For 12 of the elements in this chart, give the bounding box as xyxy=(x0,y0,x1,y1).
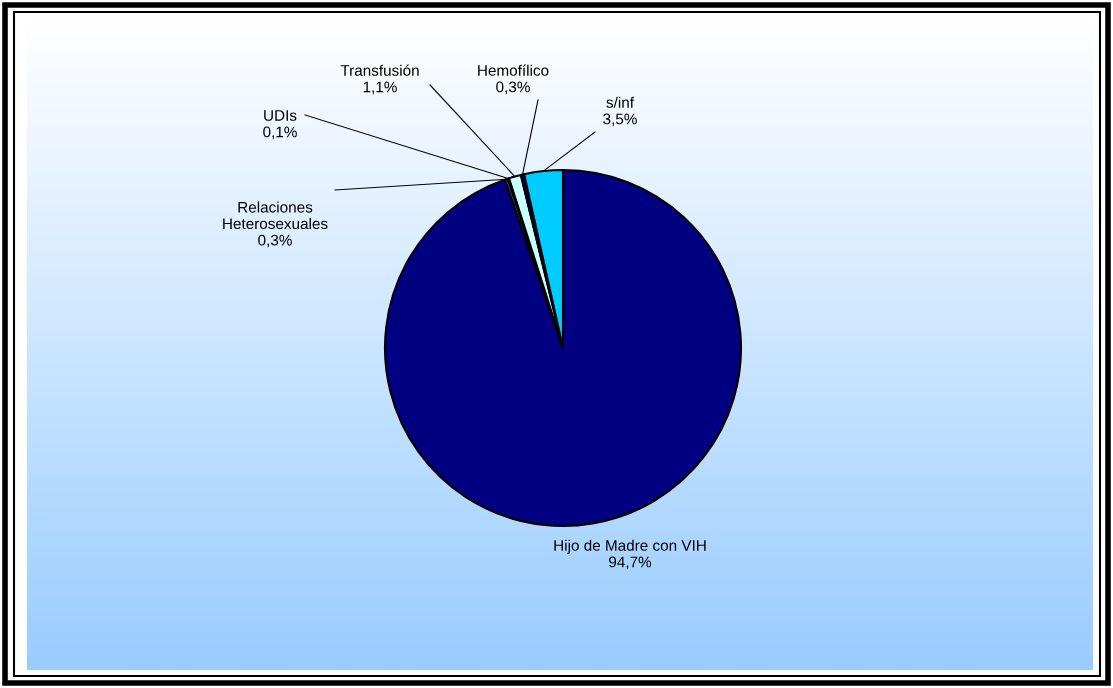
data-label: 94,7% xyxy=(609,556,652,570)
slice-label: Relaciones Heterosexuales xyxy=(223,201,328,230)
slice-label: Hijo de Madre con VIH xyxy=(554,539,706,554)
data-label: 1,1% xyxy=(363,81,397,95)
slice-label: Transfusión xyxy=(340,64,419,76)
data-label: 0,3% xyxy=(258,234,292,248)
slice-label: s/inf xyxy=(606,96,635,108)
slice-label: UDIs xyxy=(264,110,297,121)
data-label: 3,5% xyxy=(603,113,637,127)
slice-label: Hemofílico xyxy=(478,64,549,76)
data-label: 0,3% xyxy=(496,81,530,95)
data-label: 0,1% xyxy=(263,126,297,140)
